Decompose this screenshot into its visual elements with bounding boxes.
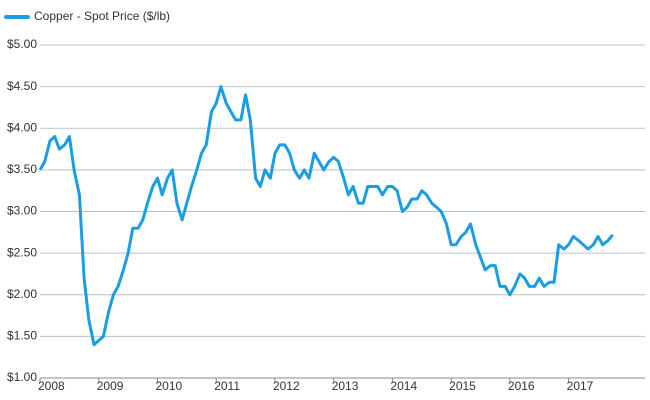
x-tick-label: 2012	[273, 379, 300, 393]
x-tick-label: 2017	[567, 379, 594, 393]
y-tick-label: $3.50	[7, 162, 37, 176]
x-tick-label: 2009	[97, 379, 124, 393]
y-tick-label: $5.00	[7, 37, 37, 51]
x-tick-label: 2015	[449, 379, 476, 393]
series-line	[38, 85, 614, 347]
x-tick-label: 2016	[508, 379, 535, 393]
y-tick-label: $2.50	[7, 245, 37, 259]
legend-label: Copper - Spot Price ($/lb)	[34, 9, 170, 23]
y-tick-label: $3.00	[7, 204, 37, 218]
x-tick-label: 2010	[155, 379, 182, 393]
x-tick-label: 2013	[332, 379, 359, 393]
y-tick-label: $1.50	[7, 329, 37, 343]
x-tick-label: 2011	[214, 379, 240, 393]
y-tick-label: $4.50	[7, 79, 37, 93]
x-tick-label: 2014	[390, 379, 417, 393]
y-tick-label: $2.00	[7, 287, 37, 301]
x-tick-label: 2008	[38, 379, 65, 393]
y-tick-label: $1.00	[7, 370, 37, 384]
y-tick-label: $4.00	[7, 120, 37, 134]
